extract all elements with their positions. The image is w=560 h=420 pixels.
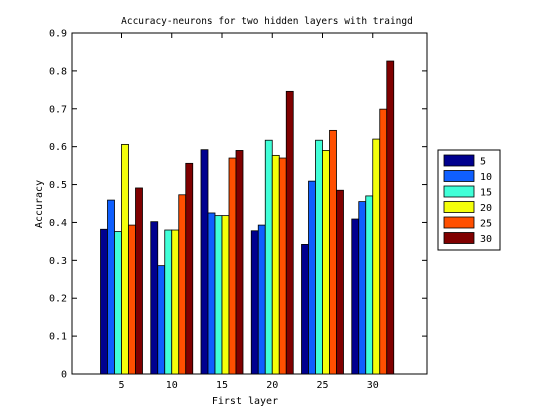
bar-series-15-cat-20 (264, 139, 273, 375)
x-tick-label: 30 (367, 380, 379, 391)
bar-series-15-cat-15 (214, 215, 223, 375)
bar-series-5-cat-30 (351, 218, 360, 375)
legend-swatch-10 (443, 170, 475, 182)
bar-series-5-cat-5 (100, 228, 108, 375)
legend-label-15: 15 (480, 188, 492, 199)
legend-label-10: 10 (480, 172, 492, 183)
bar-series-25-cat-30 (379, 108, 388, 375)
bar-series-5-cat-25 (301, 244, 309, 375)
legend-swatch-25 (443, 216, 475, 229)
bar-series-30-cat-25 (336, 189, 344, 375)
bar-series-30-cat-15 (235, 150, 244, 375)
bar-series-20-cat-10 (171, 229, 180, 375)
y-tick-label: 0.1 (49, 332, 67, 343)
bar-series-15-cat-25 (315, 139, 323, 375)
y-tick-label: 0 (61, 370, 67, 381)
legend-label-5: 5 (480, 157, 486, 168)
y-tick-label: 0.6 (49, 142, 67, 153)
bar-series-20-cat-25 (322, 150, 330, 375)
legend-swatch-30 (443, 232, 475, 244)
bar-series-10-cat-25 (308, 180, 316, 375)
bar-series-25-cat-20 (278, 157, 287, 375)
bar-series-10-cat-5 (107, 199, 115, 375)
x-tick-label: 5 (118, 380, 124, 391)
x-tick-label: 10 (166, 380, 178, 391)
bar-series-20-cat-20 (271, 154, 280, 375)
bar-series-25-cat-10 (178, 194, 187, 375)
legend-label-20: 20 (480, 203, 492, 214)
chart-title: Accuracy-neurons for two hidden layers w… (121, 16, 413, 27)
bar-series-25-cat-15 (228, 157, 237, 375)
bar-series-5-cat-20 (250, 230, 259, 375)
legend-swatch-15 (443, 185, 475, 198)
bar-series-30-cat-30 (386, 60, 395, 375)
y-tick-label: 0.2 (49, 294, 67, 305)
bar-series-10-cat-20 (257, 224, 266, 375)
bar-series-30-cat-10 (185, 162, 194, 375)
bar-series-15-cat-30 (365, 195, 374, 375)
bar-series-5-cat-15 (200, 149, 209, 375)
bar-series-30-cat-20 (285, 90, 294, 375)
bar-series-25-cat-5 (128, 224, 136, 375)
legend-label-25: 25 (480, 219, 492, 230)
legend: 5 10 15 20 25 30 (437, 149, 501, 251)
x-tick-label: 15 (216, 380, 228, 391)
plot-area: 0 0.1 0.2 0.3 0.4 0.5 0.6 0.7 0.8 0.9 5 10 15 20 25 30 (49, 29, 428, 391)
y-tick-label: 0.7 (49, 104, 67, 115)
bar-series-20-cat-15 (221, 215, 230, 375)
y-tick-label: 0.4 (49, 218, 67, 229)
bar-series-10-cat-30 (358, 201, 367, 375)
bar-series-20-cat-30 (372, 138, 381, 375)
y-tick-label: 0.3 (49, 256, 67, 267)
bar-series-25-cat-25 (329, 129, 337, 375)
bar-series-10-cat-15 (207, 212, 216, 375)
x-axis-label: First layer (212, 396, 278, 407)
y-tick-label: 0.8 (49, 66, 67, 77)
bar-series-15-cat-5 (114, 231, 122, 375)
legend-swatch-5 (443, 154, 475, 167)
x-tick-label: 25 (316, 380, 328, 391)
bar-series-20-cat-5 (121, 143, 129, 375)
y-axis-label: Accuracy (34, 180, 45, 228)
bar-series-30-cat-5 (135, 187, 143, 375)
legend-swatch-20 (443, 201, 475, 213)
legend-label-30: 30 (480, 234, 492, 245)
x-tick-label: 20 (266, 380, 278, 391)
bar-series-5-cat-10 (150, 221, 159, 375)
y-tick-label: 0.9 (49, 29, 67, 40)
bar-series-10-cat-10 (157, 265, 166, 375)
bar-series-15-cat-10 (164, 229, 173, 375)
y-tick-label: 0.5 (49, 180, 67, 191)
